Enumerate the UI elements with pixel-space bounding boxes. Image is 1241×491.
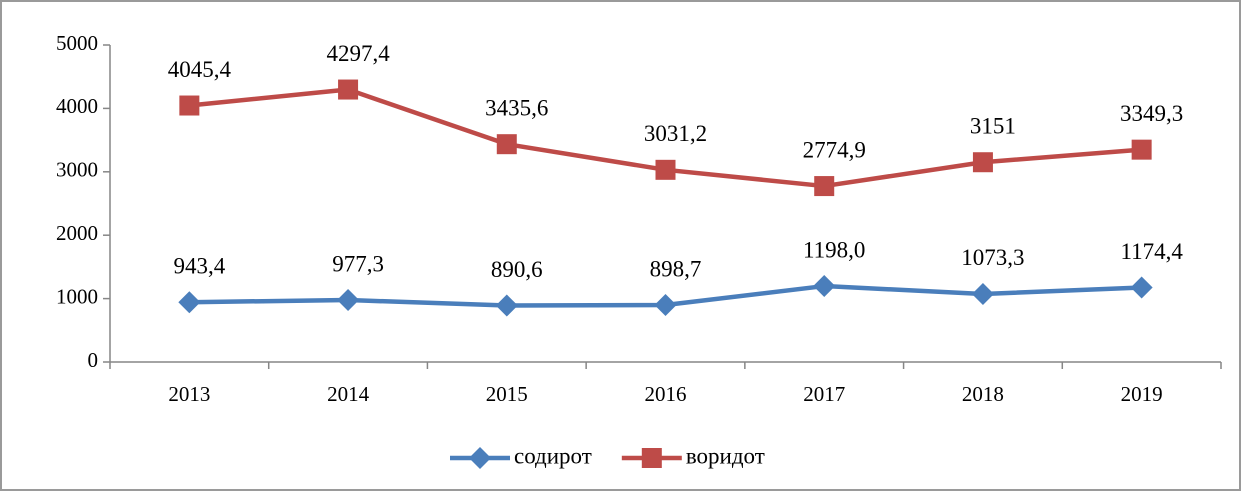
y-tick-label: 4000 [56,94,98,118]
data-point [178,291,201,314]
data-label: 1073,3 [961,245,1024,270]
y-tick-label: 5000 [56,31,98,55]
legend-marker [641,448,662,468]
y-tick-label: 3000 [56,158,98,182]
data-label: 2774,9 [803,137,866,162]
data-label: 3031,2 [644,121,707,146]
data-point [1131,139,1152,160]
data-label: 890,6 [491,257,543,282]
data-point [495,294,518,317]
data-label: 4297,4 [326,41,390,66]
data-point [1130,276,1153,299]
data-label: 943,4 [173,253,225,278]
data-point [179,95,200,116]
data-label: 977,3 [332,251,384,276]
data-point [813,275,836,298]
x-tick-label: 2019 [1121,382,1163,406]
x-tick-label: 2014 [327,382,370,406]
data-point [971,282,994,305]
y-tick-label: 2000 [56,221,98,245]
data-point [814,176,835,197]
x-tick-label: 2013 [168,382,210,406]
data-label: 1198,0 [803,237,865,262]
data-point [654,294,677,317]
data-point [338,79,359,100]
data-point [337,289,360,312]
data-label: 898,7 [650,256,702,281]
data-label: 3349,3 [1120,101,1183,126]
x-tick-label: 2016 [645,382,687,406]
legend-label: воридот [686,443,765,468]
data-label: 3151 [970,114,1016,139]
legend-label: содирот [514,443,592,468]
x-tick-label: 2017 [803,382,845,406]
data-point [655,159,676,180]
legend-marker [469,447,491,469]
data-label: 3435,6 [485,95,548,120]
y-tick-label: 1000 [56,284,98,308]
data-label: 1174,4 [1120,239,1183,264]
data-point [496,134,517,155]
data-point [972,152,993,173]
x-tick-label: 2018 [962,382,1004,406]
x-tick-label: 2015 [486,382,528,406]
y-tick-label: 0 [88,348,99,372]
data-label: 4045,4 [168,57,232,82]
